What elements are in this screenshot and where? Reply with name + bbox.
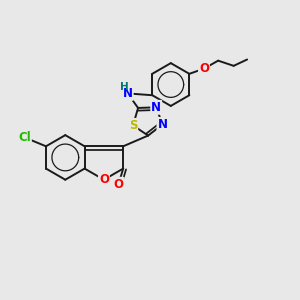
Text: N: N xyxy=(151,101,161,114)
Text: Cl: Cl xyxy=(18,131,31,144)
Text: N: N xyxy=(158,118,167,131)
Text: N: N xyxy=(123,87,133,100)
Text: S: S xyxy=(129,119,137,132)
Text: H: H xyxy=(120,82,129,92)
Text: O: O xyxy=(199,62,209,75)
Text: O: O xyxy=(99,173,109,186)
Text: O: O xyxy=(113,178,124,191)
